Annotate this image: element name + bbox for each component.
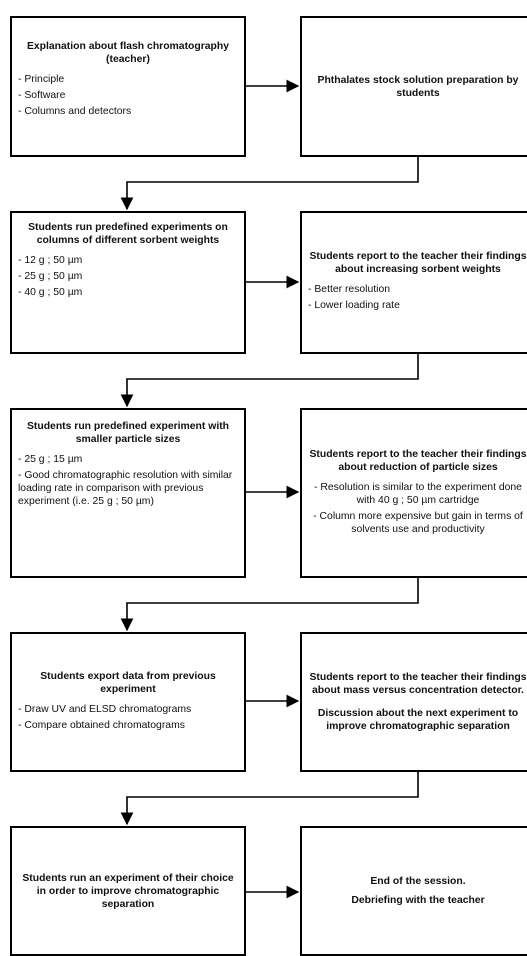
step-items: Better resolution Lower loading rate [308, 280, 527, 315]
step-end-session: End of the session. Debriefing with the … [300, 826, 527, 956]
step-title: Students export data from previous exper… [40, 670, 216, 695]
step-item: 25 g ; 50 µm [18, 270, 238, 283]
flow-elbow-arrow [120, 354, 419, 408]
step-item: 40 g ; 50 µm [18, 286, 238, 299]
step-item: Compare obtained chromatograms [18, 719, 238, 732]
step-items: Principle Software Columns and detectors [18, 70, 238, 121]
step-item: Better resolution [308, 283, 527, 296]
step-title: Students report to the teacher their fin… [309, 251, 527, 275]
step-item: 12 g ; 50 µm [18, 254, 238, 267]
step-item: Draw UV and ELSD chromatograms [18, 703, 238, 716]
step-title: End of the session. [370, 876, 466, 887]
step-report-particle: Students report to the teacher their fin… [300, 408, 527, 578]
step-title: Phthalates stock solution preparation by… [317, 74, 519, 99]
step-item: Principle [18, 73, 238, 86]
flow-elbow-arrow [120, 157, 419, 211]
step-items: Draw UV and ELSD chromatograms Compare o… [18, 700, 238, 735]
flow-elbow-arrow [120, 578, 419, 632]
step-sorbent-weights: Students run predefined experiments on c… [10, 211, 246, 354]
step-items: Resolution is similar to the experiment … [308, 478, 527, 539]
step-report-detectors: Students report to the teacher their fin… [300, 632, 527, 772]
step-particle-sizes: Students run predefined experiment with … [10, 408, 246, 578]
step-subtitle: Debriefing with the teacher [351, 895, 485, 906]
step-item: Resolution is similar to the experiment … [308, 481, 527, 507]
step-report-sorbent: Students report to the teacher their fin… [300, 211, 527, 354]
step-item: Lower loading rate [308, 299, 527, 312]
step-title: Students run predefined experiment with … [26, 421, 230, 445]
step-item: Good chromatographic resolution with sim… [18, 469, 238, 508]
step-title: Students run an experiment of their choi… [22, 872, 234, 910]
step-teacher-explanation: Explanation about flash chromatography (… [10, 16, 246, 157]
step-title: Students report to the teacher their fin… [309, 448, 527, 473]
step-title: Students run predefined experiments on c… [28, 222, 228, 246]
step-item: Columns and detectors [18, 105, 238, 118]
step-subtitle: Discussion about the next experiment to … [317, 708, 519, 732]
step-item: Column more expensive but gain in terms … [308, 510, 527, 536]
step-own-experiment: Students run an experiment of their choi… [10, 826, 246, 956]
step-item: 25 g ; 15 µm [18, 453, 238, 466]
flow-elbow-arrow [120, 772, 419, 826]
step-items: 12 g ; 50 µm 25 g ; 50 µm 40 g ; 50 µm [18, 251, 238, 302]
step-stock-solution: Phthalates stock solution preparation by… [300, 16, 527, 157]
step-title: Explanation about flash chromatography (… [26, 41, 230, 65]
step-export-data: Students export data from previous exper… [10, 632, 246, 772]
step-title: Students report to the teacher their fin… [309, 672, 527, 696]
step-item: Software [18, 89, 238, 102]
step-items: 25 g ; 15 µm Good chromatographic resolu… [18, 450, 238, 511]
